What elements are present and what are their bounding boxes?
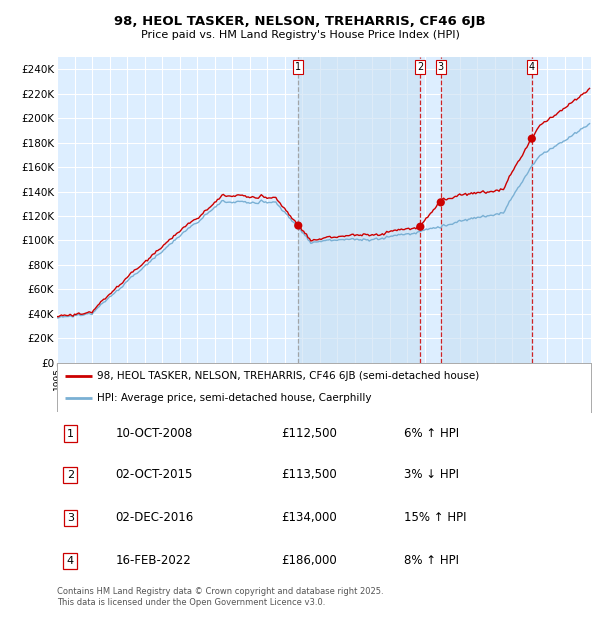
Text: 3: 3 <box>438 61 444 72</box>
Point <box>293 221 303 231</box>
Text: 1: 1 <box>295 61 301 72</box>
Text: 98, HEOL TASKER, NELSON, TREHARRIS, CF46 6JB (semi-detached house): 98, HEOL TASKER, NELSON, TREHARRIS, CF46… <box>97 371 479 381</box>
Bar <box>298 57 420 363</box>
Text: 98, HEOL TASKER, NELSON, TREHARRIS, CF46 6JB: 98, HEOL TASKER, NELSON, TREHARRIS, CF46… <box>114 16 486 29</box>
Text: 4: 4 <box>67 556 74 566</box>
Text: 6% ↑ HPI: 6% ↑ HPI <box>404 427 459 440</box>
Text: 4: 4 <box>529 61 535 72</box>
Text: 2: 2 <box>67 470 74 480</box>
Text: Price paid vs. HM Land Registry's House Price Index (HPI): Price paid vs. HM Land Registry's House … <box>140 30 460 40</box>
Text: 15% ↑ HPI: 15% ↑ HPI <box>404 512 467 525</box>
Text: 8% ↑ HPI: 8% ↑ HPI <box>404 554 459 567</box>
Point <box>415 222 425 232</box>
Text: 1: 1 <box>67 429 74 439</box>
Point <box>527 134 536 144</box>
Text: 02-DEC-2016: 02-DEC-2016 <box>116 512 194 525</box>
Point <box>436 197 446 207</box>
Text: 2: 2 <box>417 61 424 72</box>
Text: £112,500: £112,500 <box>281 427 337 440</box>
Bar <box>441 57 532 363</box>
Text: £113,500: £113,500 <box>281 469 337 482</box>
Text: 02-OCT-2015: 02-OCT-2015 <box>116 469 193 482</box>
Text: HPI: Average price, semi-detached house, Caerphilly: HPI: Average price, semi-detached house,… <box>97 394 371 404</box>
Text: £134,000: £134,000 <box>281 512 337 525</box>
Text: 3: 3 <box>67 513 74 523</box>
Text: 3% ↓ HPI: 3% ↓ HPI <box>404 469 459 482</box>
Text: Contains HM Land Registry data © Crown copyright and database right 2025.
This d: Contains HM Land Registry data © Crown c… <box>57 587 383 606</box>
Text: 10-OCT-2008: 10-OCT-2008 <box>116 427 193 440</box>
Text: 16-FEB-2022: 16-FEB-2022 <box>116 554 191 567</box>
Text: £186,000: £186,000 <box>281 554 337 567</box>
